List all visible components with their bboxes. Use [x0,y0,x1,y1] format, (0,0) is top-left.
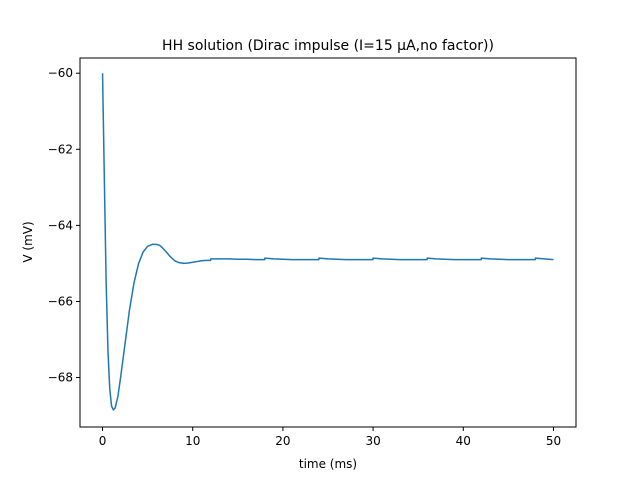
axes-frame [79,57,577,428]
plot-area [101,73,554,411]
y-tick-label: −62 [48,142,73,156]
y-axis-ticks: −68 −66 −64 −62 −60 [48,66,80,385]
y-tick-label: −68 [48,371,73,385]
x-axis-label: time (ms) [299,457,357,471]
y-tick-label: −60 [48,66,73,80]
x-tick-label: 0 [99,434,107,448]
series-line [101,73,554,411]
x-axis-ticks: 0 10 20 30 40 50 [99,427,561,448]
y-tick-label: −66 [48,294,73,308]
y-tick-label: −64 [48,218,73,232]
chart-title: HH solution (Dirac impulse (I=15 μA,no f… [162,38,494,54]
x-tick-label: 10 [185,434,200,448]
x-tick-label: 20 [275,434,290,448]
x-tick-label: 40 [456,434,471,448]
x-tick-label: 50 [546,434,561,448]
x-tick-label: 30 [365,434,380,448]
y-axis-label: V (mV) [21,221,35,262]
